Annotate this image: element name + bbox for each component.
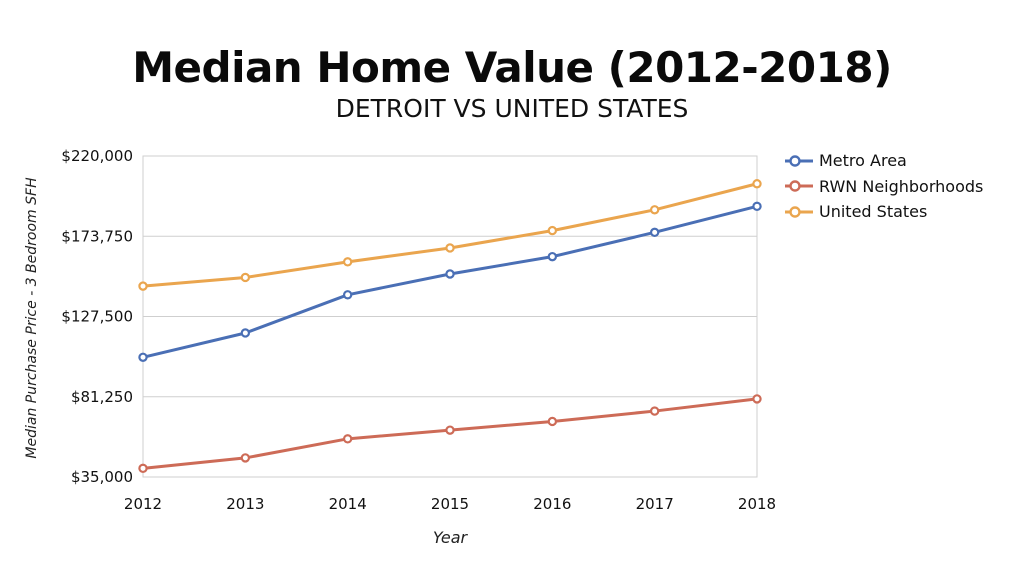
data-point xyxy=(445,269,455,279)
x-tick-label: 2014 xyxy=(329,495,367,513)
data-point xyxy=(445,243,455,253)
data-point xyxy=(649,205,660,215)
legend-label: Metro Area xyxy=(819,151,907,171)
x-axis-label: Year xyxy=(432,528,468,547)
legend-swatch xyxy=(785,206,813,218)
series-layer xyxy=(138,179,762,474)
chart-subtitle: DETROIT VS UNITED STATES xyxy=(335,94,689,123)
axes: $35,000 $81,250 $127,500 $173,750 $220,000 20… xyxy=(61,147,776,513)
legend-swatch xyxy=(785,155,813,167)
y-tick-label: $220,000 xyxy=(61,147,133,165)
data-point xyxy=(138,281,148,291)
data-point xyxy=(342,257,353,267)
legend-label: RWN Neighborhoods xyxy=(819,176,984,196)
y-tick-label: $35,000 xyxy=(71,468,133,486)
data-point xyxy=(547,225,558,236)
data-point xyxy=(752,179,762,189)
x-tick-label: 2012 xyxy=(124,495,162,513)
data-point xyxy=(547,251,558,262)
x-tick-label: 2017 xyxy=(636,495,674,513)
data-point xyxy=(649,227,660,238)
x-tick-label: 2015 xyxy=(431,495,469,513)
data-point xyxy=(445,425,455,435)
x-tick-label: 2016 xyxy=(533,495,571,513)
chart-legend: Metro Area RWN Neighborhoods United States xyxy=(785,148,983,225)
data-point xyxy=(240,453,251,463)
x-tick-label: 2018 xyxy=(738,495,776,513)
data-point xyxy=(547,416,558,427)
data-point xyxy=(342,290,353,300)
data-point xyxy=(342,434,353,444)
y-tick-label: $81,250 xyxy=(71,388,133,406)
data-point xyxy=(752,201,762,212)
legend-item: RWN Neighborhoods xyxy=(785,174,983,200)
legend-item: Metro Area xyxy=(785,148,983,174)
x-tick-label: 2013 xyxy=(226,495,264,513)
legend-swatch xyxy=(785,180,813,192)
data-point xyxy=(649,406,660,416)
data-point xyxy=(240,328,251,338)
legend-label: United States xyxy=(819,202,928,222)
data-point xyxy=(138,352,148,362)
data-point xyxy=(752,394,762,404)
y-tick-label: $173,750 xyxy=(61,227,133,245)
legend-item: United States xyxy=(785,199,983,225)
y-tick-label: $127,500 xyxy=(61,308,133,326)
data-point xyxy=(240,272,251,283)
series-line xyxy=(141,204,759,359)
chart-title: Median Home Value (2012-2018) xyxy=(132,43,892,92)
data-point xyxy=(138,463,148,474)
